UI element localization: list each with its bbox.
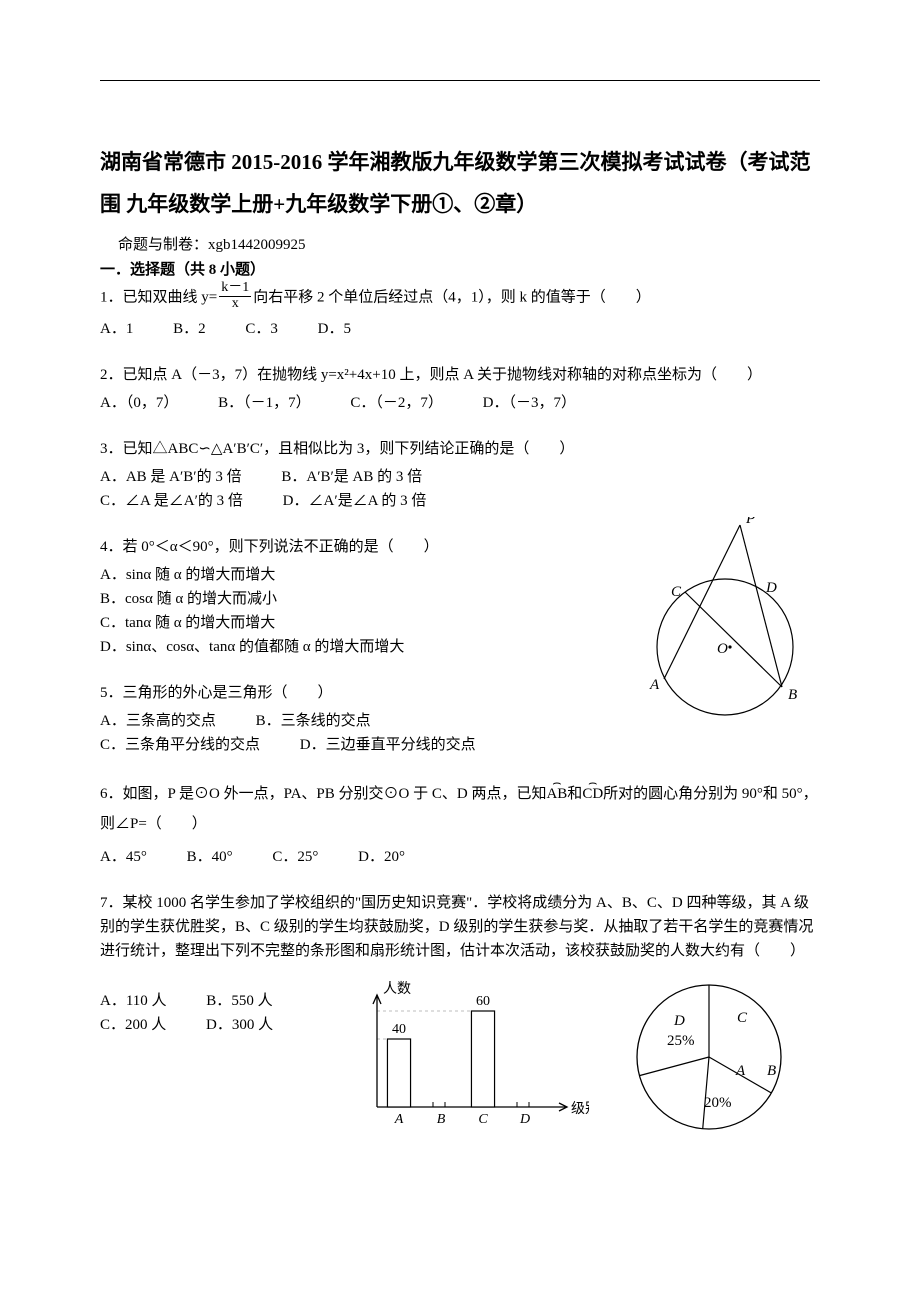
opt-b: cosα 随 α 的增大而减小: [125, 591, 277, 607]
question-3: 3．已知△ABC∽△A′B′C′，且相似比为 3，则下列结论正确的是（ ） A．…: [100, 437, 820, 513]
opt-d: sinα、cosα、tanα 的值都随 α 的增大而增大: [126, 639, 405, 655]
frac-den: x: [219, 297, 251, 312]
svg-text:C: C: [737, 1010, 748, 1026]
question-stem: 5．三角形的外心是三角形（ ）: [100, 681, 610, 705]
opt-b: B．550 人: [206, 993, 290, 1009]
svg-text:40: 40: [392, 1022, 406, 1037]
frac-num: k－1: [219, 281, 251, 297]
opt-d: D．20°: [358, 849, 423, 865]
svg-text:C: C: [478, 1112, 488, 1127]
section-heading: 一．选择题（共 8 小题）: [100, 258, 820, 279]
svg-text:O: O: [717, 641, 728, 657]
opt-b: B．（－1，7）: [218, 395, 329, 411]
exam-page: 湖南省常德市 2015-2016 学年湘教版九年级数学第三次模拟考试试卷（考试范…: [0, 0, 920, 1209]
opt-d: D．三边垂直平分线的交点: [300, 737, 494, 753]
svg-text:D: D: [765, 580, 777, 596]
svg-text:A: A: [735, 1063, 746, 1079]
opt-b: B．A′B′是 AB 的 3 倍: [281, 469, 440, 485]
stem-pre: 已知双曲线 y=: [123, 290, 218, 306]
opt-c: C．（－2，7）: [350, 395, 461, 411]
opt-b: B．40°: [187, 849, 251, 865]
opt-d: D．5: [318, 321, 369, 337]
question-7: 7．某校 1000 名学生参加了学校组织的"国历史知识竞赛"．学校将成绩分为 A…: [100, 891, 820, 1147]
options: A．110 人 B．550 人 C．200 人 D．300 人: [100, 967, 309, 1037]
q7-row: A．110 人 B．550 人 C．200 人 D．300 人 人数级别 40 A B…: [100, 967, 820, 1147]
opt-b: B．三条线的交点: [256, 713, 389, 729]
svg-text:60: 60: [476, 994, 490, 1009]
question-stem: 6．如图，P 是⊙O 外一点，PA、PB 分别交⊙O 于 C、D 两点，已知AB…: [100, 779, 820, 839]
opt-d: D．300 人: [206, 1017, 291, 1033]
options: A．45° B．40° C．25° D．20°: [100, 845, 820, 869]
opt-b: B．2: [173, 321, 224, 337]
svg-text:D: D: [673, 1013, 685, 1029]
question-2: 2．已知点 A（－3，7）在抛物线 y=x²+4x+10 上，则点 A 关于抛物…: [100, 363, 820, 415]
opt-a: A．1: [100, 321, 151, 337]
svg-text:C: C: [671, 584, 682, 600]
svg-text:级别: 级别: [571, 1101, 589, 1117]
svg-text:20%: 20%: [704, 1095, 732, 1111]
opt-c: C．三条角平分线的交点: [100, 737, 278, 753]
fraction: k－1x: [217, 281, 253, 311]
opt-d: D．（－3，7）: [483, 395, 594, 411]
svg-text:25%: 25%: [667, 1033, 695, 1049]
svg-text:人数: 人数: [383, 981, 411, 997]
bar-chart: 人数级别 40 A B 60 C D: [339, 967, 589, 1137]
options: A．AB 是 A′B′的 3 倍 B．A′B′是 AB 的 3 倍 C．∠A 是…: [100, 465, 820, 513]
question-stem: 7．某校 1000 名学生参加了学校组织的"国历史知识竞赛"．学校将成绩分为 A…: [100, 891, 820, 963]
exam-title: 湖南省常德市 2015-2016 学年湘教版九年级数学第三次模拟考试试卷（考试范…: [100, 141, 820, 225]
svg-text:B: B: [767, 1063, 776, 1079]
question-1: 1．已知双曲线 y=k－1x向右平移 2 个单位后经过点（4，1），则 k 的值…: [100, 283, 820, 341]
options: A．1 B．2 C．3 D．5: [100, 317, 820, 341]
pie-chart: C B A D 20% 25%: [619, 967, 809, 1147]
opt-c: C．25°: [272, 849, 336, 865]
question-stem: 2．已知点 A（－3，7）在抛物线 y=x²+4x+10 上，则点 A 关于抛物…: [100, 363, 820, 387]
question-stem: 4．若 0°＜α＜90°，则下列说法不正确的是（ ）: [100, 535, 610, 559]
question-4: 4．若 0°＜α＜90°，则下列说法不正确的是（ ） A．sinα 随 α 的增…: [100, 535, 820, 659]
opt-c: C．∠A 是∠A′的 3 倍: [100, 493, 261, 509]
options: A．sinα 随 α 的增大而增大 B．cosα 随 α 的增大而减小 C．ta…: [100, 563, 610, 659]
question-stem: 1．已知双曲线 y=k－1x向右平移 2 个单位后经过点（4，1），则 k 的值…: [100, 283, 820, 313]
question-6: 6．如图，P 是⊙O 外一点，PA、PB 分别交⊙O 于 C、D 两点，已知AB…: [100, 779, 820, 869]
svg-text:B: B: [437, 1112, 446, 1127]
arc-cd: CD: [582, 779, 603, 809]
arc-ab: AB: [546, 779, 567, 809]
question-5: 5．三角形的外心是三角形（ ） A．三条高的交点 B．三条线的交点 C．三条角平…: [100, 681, 820, 757]
opt-a: A．三条高的交点: [100, 713, 234, 729]
opt-a: A．AB 是 A′B′的 3 倍: [100, 469, 260, 485]
opt-a: A．110 人: [100, 993, 185, 1009]
svg-text:D: D: [519, 1112, 530, 1127]
author-line: 命题与制卷：xgb1442009925: [100, 233, 820, 254]
svg-text:A: A: [394, 1112, 404, 1127]
question-stem: 3．已知△ABC∽△A′B′C′，且相似比为 3，则下列结论正确的是（ ）: [100, 437, 820, 461]
opt-c: tanα 随 α 的增大而增大: [125, 615, 275, 631]
opt-a: sinα 随 α 的增大而增大: [126, 567, 275, 583]
stem-post: 向右平移 2 个单位后经过点（4，1），则 k 的值等于（ ）: [253, 290, 651, 306]
opt-d: D．∠A′是∠A 的 3 倍: [283, 493, 445, 509]
opt-c: C．3: [245, 321, 296, 337]
q-number: 1．: [100, 290, 123, 306]
top-rule: [100, 80, 820, 81]
opt-a: A．（0，7）: [100, 395, 196, 411]
svg-text:P: P: [745, 517, 755, 527]
options: A．（0，7） B．（－1，7） C．（－2，7） D．（－3，7）: [100, 391, 820, 415]
opt-a: A．45°: [100, 849, 165, 865]
opt-c: C．200 人: [100, 1017, 184, 1033]
options: A．三条高的交点 B．三条线的交点 C．三条角平分线的交点 D．三边垂直平分线的…: [100, 709, 610, 757]
